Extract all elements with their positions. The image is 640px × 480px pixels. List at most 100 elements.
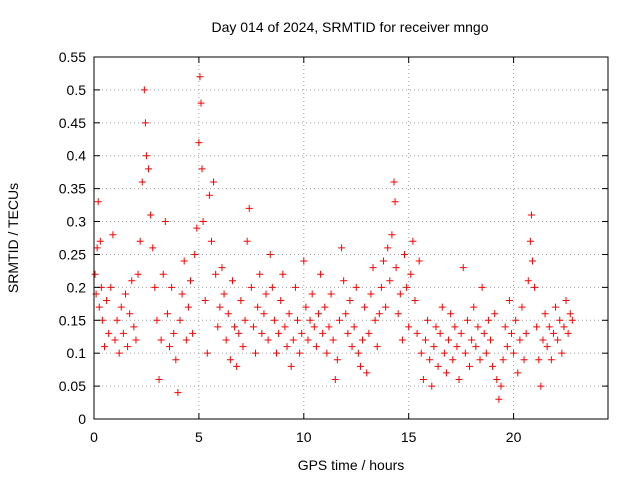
data-point bbox=[98, 316, 106, 324]
data-point bbox=[455, 376, 463, 384]
data-point bbox=[212, 270, 220, 278]
data-point bbox=[436, 329, 444, 337]
data-point bbox=[449, 356, 457, 364]
data-point bbox=[482, 349, 490, 357]
data-point bbox=[317, 270, 325, 278]
y-tick-label: 0.3 bbox=[67, 214, 87, 230]
data-point bbox=[142, 152, 150, 160]
data-point bbox=[356, 362, 364, 370]
data-point bbox=[184, 303, 192, 311]
data-point bbox=[447, 310, 455, 318]
data-point bbox=[545, 323, 553, 331]
data-point bbox=[325, 323, 333, 331]
data-point bbox=[484, 316, 492, 324]
data-point bbox=[96, 237, 104, 245]
data-point bbox=[463, 316, 471, 324]
data-point bbox=[403, 283, 411, 291]
data-point bbox=[478, 283, 486, 291]
data-point bbox=[233, 362, 241, 370]
data-point bbox=[294, 316, 302, 324]
data-point bbox=[281, 323, 289, 331]
data-point bbox=[474, 323, 482, 331]
data-point bbox=[524, 277, 532, 285]
data-point bbox=[231, 323, 239, 331]
data-point bbox=[172, 356, 180, 364]
data-point bbox=[312, 343, 320, 351]
data-point bbox=[415, 257, 423, 265]
data-point bbox=[117, 303, 125, 311]
data-point bbox=[279, 270, 287, 278]
data-point bbox=[262, 290, 270, 298]
data-point bbox=[371, 316, 379, 324]
data-point bbox=[552, 303, 560, 311]
data-point bbox=[109, 231, 117, 239]
plot-frame bbox=[93, 56, 609, 420]
x-tick-label: 15 bbox=[401, 429, 417, 445]
data-point bbox=[331, 376, 339, 384]
data-point bbox=[111, 336, 119, 344]
data-point bbox=[476, 356, 484, 364]
data-point bbox=[103, 297, 111, 305]
data-point bbox=[386, 277, 394, 285]
data-point bbox=[93, 244, 101, 252]
data-point bbox=[556, 316, 564, 324]
data-point bbox=[91, 270, 99, 278]
data-point bbox=[468, 336, 476, 344]
data-point bbox=[461, 349, 469, 357]
data-point bbox=[174, 389, 182, 397]
data-point bbox=[155, 376, 163, 384]
data-point bbox=[391, 198, 399, 206]
data-point bbox=[145, 165, 153, 173]
data-point bbox=[558, 349, 566, 357]
data-point bbox=[136, 237, 144, 245]
data-point bbox=[497, 382, 505, 390]
data-point bbox=[528, 257, 536, 265]
data-point bbox=[291, 283, 299, 291]
data-point bbox=[520, 356, 528, 364]
data-point bbox=[491, 310, 499, 318]
data-point bbox=[149, 244, 157, 252]
data-point bbox=[512, 316, 520, 324]
data-point bbox=[434, 362, 442, 370]
data-point bbox=[533, 323, 541, 331]
data-point bbox=[130, 323, 138, 331]
data-point bbox=[361, 303, 369, 311]
data-point bbox=[352, 283, 360, 291]
data-point bbox=[505, 297, 513, 305]
x-tick-label: 20 bbox=[506, 429, 522, 445]
data-point bbox=[554, 336, 562, 344]
data-point bbox=[409, 237, 417, 245]
data-point bbox=[507, 329, 515, 337]
data-point bbox=[124, 343, 132, 351]
data-point bbox=[518, 303, 526, 311]
data-point bbox=[134, 270, 142, 278]
data-point bbox=[535, 356, 543, 364]
x-axis-label: GPS time / hours bbox=[298, 457, 405, 473]
data-point bbox=[426, 356, 434, 364]
data-point bbox=[363, 369, 371, 377]
data-point bbox=[140, 86, 148, 94]
data-point bbox=[210, 178, 218, 186]
data-point bbox=[300, 257, 308, 265]
data-point bbox=[128, 277, 136, 285]
data-point bbox=[333, 356, 341, 364]
data-point bbox=[222, 336, 230, 344]
data-point bbox=[417, 349, 425, 357]
data-point bbox=[138, 178, 146, 186]
data-point bbox=[359, 336, 367, 344]
data-point bbox=[264, 336, 272, 344]
data-point bbox=[419, 376, 427, 384]
data-point bbox=[176, 316, 184, 324]
data-point bbox=[487, 336, 495, 344]
data-point bbox=[453, 343, 461, 351]
data-point bbox=[187, 277, 195, 285]
data-point bbox=[369, 264, 377, 272]
data-point bbox=[170, 329, 178, 337]
y-tick-label: 0.5 bbox=[67, 82, 87, 98]
data-point bbox=[189, 329, 197, 337]
data-point bbox=[198, 165, 206, 173]
data-point bbox=[346, 297, 354, 305]
data-point bbox=[495, 395, 503, 403]
data-point bbox=[526, 237, 534, 245]
data-point bbox=[310, 323, 318, 331]
